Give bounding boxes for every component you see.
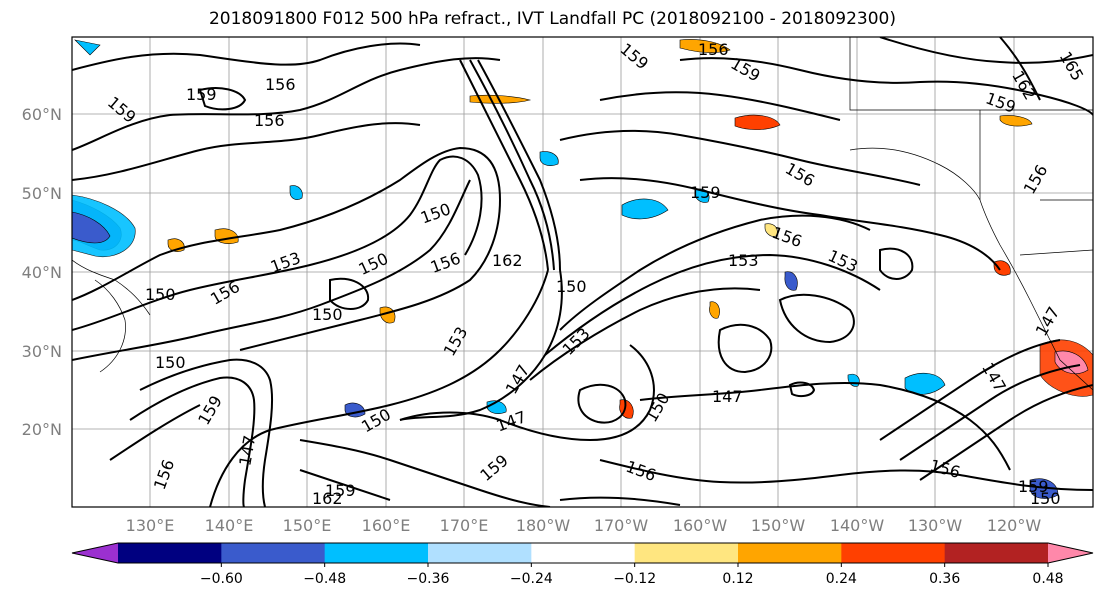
colorbar-segment [634,543,739,563]
colorbar-tick-label: −0.24 [510,571,553,587]
contour-label: 156 [265,75,296,94]
colorbar-segment [841,543,946,563]
lon-label: 140°W [830,516,885,535]
lon-label: 150°W [751,516,806,535]
lat-label: 20°N [22,420,62,439]
lon-label: 130°W [908,516,963,535]
contour-label: 159 [690,183,721,202]
colorbar: −0.60 −0.48 −0.36 −0.24 −0.12 0.12 0.24 0.36 0.4… [71,542,1094,587]
contour-label: 162 [492,251,523,270]
colorbar-segment [221,543,326,563]
lon-label: 170°W [594,516,649,535]
map-frame [71,36,1094,508]
lat-label: 60°N [22,105,62,124]
colorbar-tick-label: 0.12 [722,571,753,587]
colorbar-tick-label: −0.48 [303,571,346,587]
lat-label: 40°N [22,263,62,282]
lon-label: 150°E [283,516,332,535]
colorbar-segment [118,543,222,563]
lon-label: 170°E [440,516,489,535]
colorbar-segment [738,543,842,563]
colorbar-tick-label: 0.24 [826,571,857,587]
contour-label: 150 [155,353,186,372]
contour-label: 156 [698,40,729,59]
colorbar-tick-label: −0.12 [613,571,656,587]
colorbar-segment [531,543,636,563]
lat-label: 30°N [22,342,62,361]
graticule [72,37,1093,507]
contour-label: 147 [712,387,743,406]
lat-axis: 60°N 50°N 40°N 30°N 20°N [22,105,62,439]
contour-label: 153 [728,251,759,270]
lon-axis: 130°E 140°E 150°E 160°E 170°E 180°W 170°… [126,516,1042,535]
lat-label: 50°N [22,184,62,203]
lon-label: 180°W [516,516,571,535]
lon-label: 130°E [126,516,175,535]
colorbar-tick-label: −0.60 [200,571,243,587]
contour-label: 150 [1030,489,1061,508]
colorbar-segment [324,543,429,563]
lon-label: 120°W [987,516,1042,535]
lon-label: 160°W [673,516,728,535]
colorbar-tick-label: −0.36 [407,571,450,587]
coastlines [72,37,1093,391]
contour-label: 159 [186,85,217,104]
colorbar-segment [944,543,1049,563]
contour-label: 159 [325,481,356,500]
contour-label: 150 [556,277,587,296]
colorbar-tick-label: 0.48 [1032,571,1063,587]
lon-label: 140°E [205,516,254,535]
colorbar-extend-high [1048,543,1093,563]
colorbar-segment [428,543,532,563]
contour-label: 159 [1018,477,1049,496]
colorbar-extend-low [72,543,118,563]
contour-label: 150 [312,305,343,324]
colorbar-tick-label: 0.36 [929,571,960,587]
contour-label: 150 [145,285,176,304]
contour-label: 156 [254,111,285,130]
contours [72,37,1093,507]
contour-label: 162 [312,489,343,508]
map-title: 2018091800 F012 500 hPa refract., IVT La… [208,9,896,29]
lon-label: 160°E [362,516,411,535]
